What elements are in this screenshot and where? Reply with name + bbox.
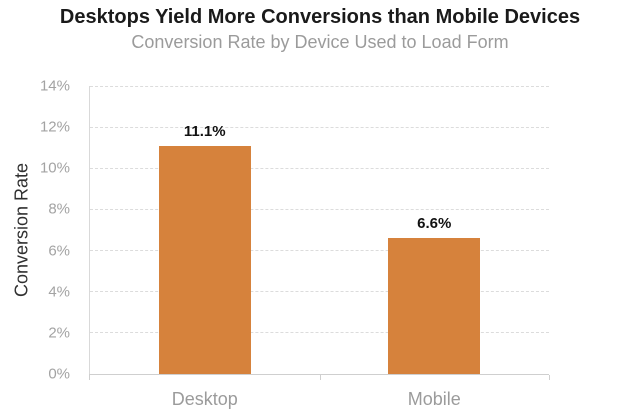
y-tick-label: 10% (39, 159, 70, 177)
y-tick-label: 14% (39, 77, 70, 95)
gridline (90, 126, 549, 128)
chart-subtitle: Conversion Rate by Device Used to Load F… (131, 32, 509, 52)
plot-area: 0% 2% 4% 6% 8% 10% 12% 14% 11.1% Desktop 6.6% Mobil… (40, 78, 550, 409)
x-axis-tick (319, 375, 321, 380)
bar-value-label: 6.6% (417, 215, 452, 232)
gridline (90, 85, 549, 87)
x-category-label: Mobile (407, 389, 461, 409)
bar-mobile (388, 238, 481, 374)
y-tick-label: 6% (48, 242, 70, 260)
gridline (90, 291, 549, 293)
y-axis-title: Conversion Rate (11, 162, 32, 298)
x-category-label: Desktop (171, 389, 238, 409)
bar-desktop (158, 146, 251, 374)
x-axis-tick (89, 375, 90, 380)
y-tick-label: 2% (48, 324, 70, 342)
y-tick-label: 12% (39, 118, 70, 136)
y-tick-label: 0% (48, 365, 70, 383)
y-tick-label: 8% (48, 200, 70, 218)
x-axis-tick (548, 375, 550, 380)
gridline (90, 167, 549, 169)
chart-title: Desktops Yield More Conversions than Mob… (59, 6, 581, 28)
y-axis-line (89, 86, 90, 374)
y-tick-label: 4% (48, 283, 70, 301)
gridline (90, 332, 549, 334)
x-axis-line (89, 374, 549, 375)
gridline (90, 250, 549, 252)
gridline (90, 208, 549, 210)
bar-value-label: 11.1% (183, 123, 226, 140)
